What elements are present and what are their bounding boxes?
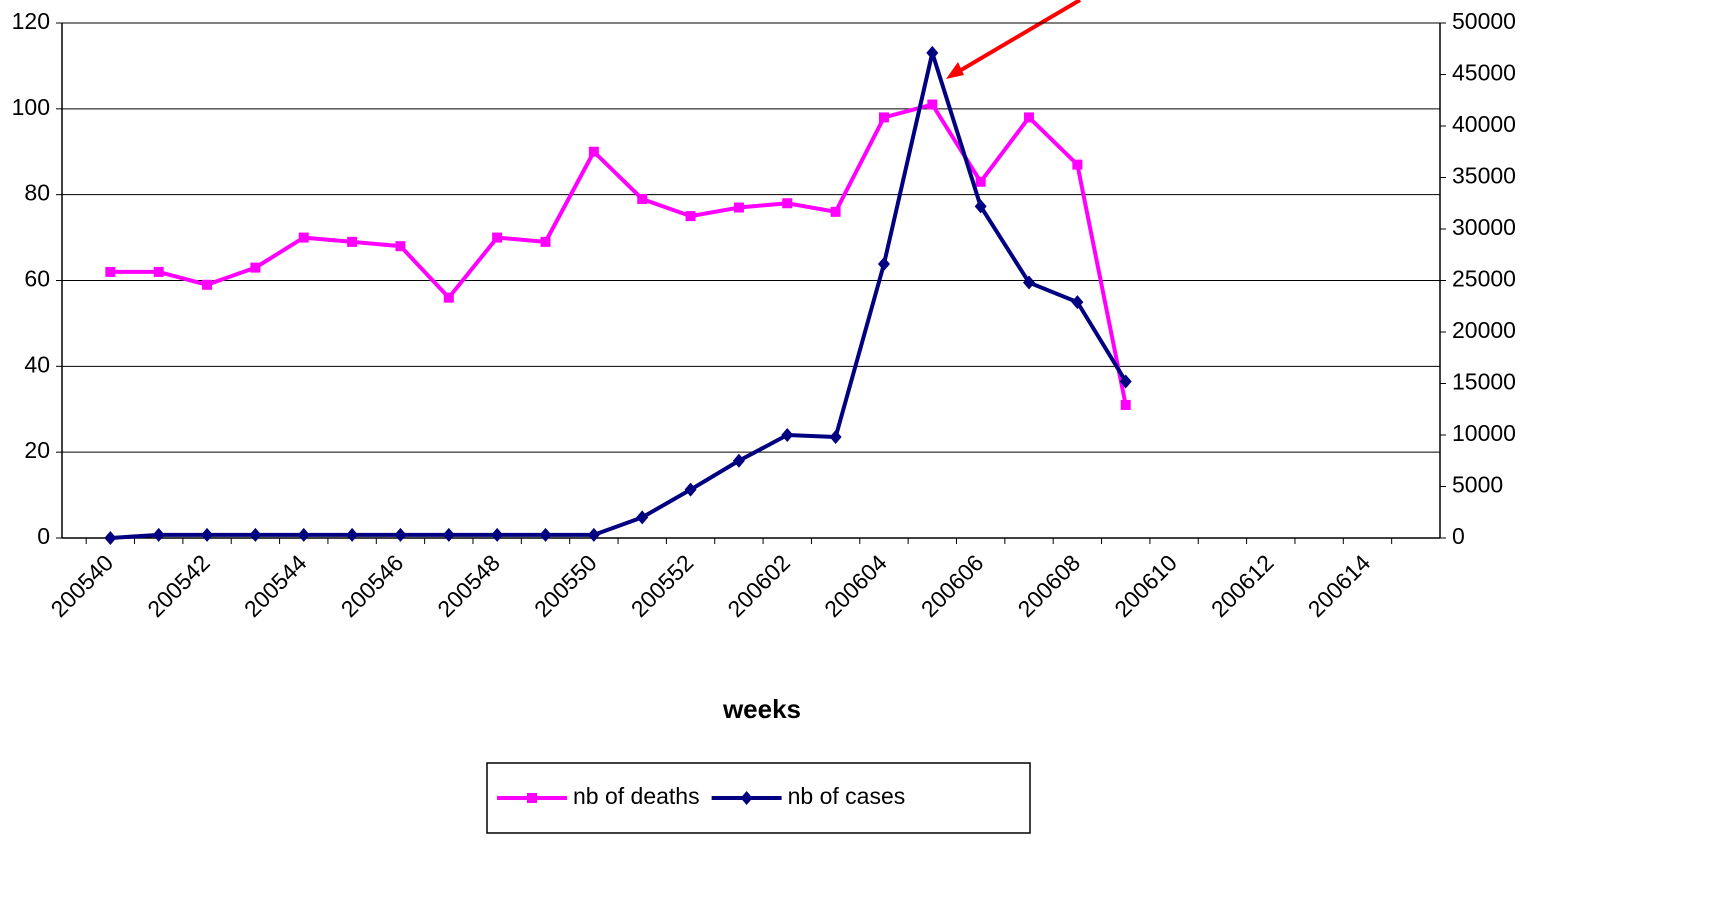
annotation-arrowhead [946, 62, 964, 79]
x-tick-label: 200608 [1013, 549, 1086, 622]
data-point [1023, 275, 1036, 290]
data-point [152, 527, 165, 542]
data-point [104, 531, 117, 545]
data-point [443, 292, 454, 303]
y-tick-label: 0 [37, 523, 50, 549]
y-tick-label: 40 [24, 351, 50, 377]
data-point [540, 236, 551, 247]
annotation-arrow [954, 0, 1082, 75]
y2-tick-label: 45000 [1452, 60, 1516, 86]
x-tick-label: 200546 [336, 549, 409, 622]
data-point [105, 266, 116, 277]
data-point [877, 257, 890, 272]
data-point [394, 527, 407, 542]
legend-marker [527, 793, 537, 803]
x-tick-label: 200540 [46, 549, 119, 622]
data-point [588, 146, 599, 157]
data-point [587, 527, 600, 542]
data-point [637, 193, 648, 204]
y2-tick-label: 15000 [1452, 369, 1516, 395]
y2-tick-label: 30000 [1452, 214, 1516, 240]
x-tick-label: 200612 [1206, 549, 1279, 622]
data-point [1119, 374, 1132, 389]
x-tick-label: 200552 [626, 549, 699, 622]
data-point [927, 99, 938, 110]
x-tick-label: 200548 [432, 549, 505, 622]
data-point [830, 206, 841, 217]
data-point [395, 241, 406, 252]
data-point [878, 112, 889, 123]
y2-tick-label: 35000 [1452, 163, 1516, 189]
y2-tick-label: 25000 [1452, 266, 1516, 292]
data-point [733, 202, 744, 213]
y2-tick-label: 0 [1452, 523, 1465, 549]
legend-label: nb of deaths [573, 783, 700, 809]
series-line [110, 50, 1128, 540]
y-tick-label: 100 [12, 94, 50, 120]
y2-tick-label: 5000 [1452, 472, 1503, 498]
data-point [346, 527, 359, 542]
legend-marker [740, 791, 753, 805]
x-tick-label: 200606 [916, 549, 989, 622]
x-tick-label: 200614 [1303, 549, 1376, 622]
y2-tick-label: 40000 [1452, 111, 1516, 137]
data-point [974, 199, 987, 214]
data-point [829, 430, 842, 445]
y2-tick-label: 10000 [1452, 420, 1516, 446]
x-tick-label: 200542 [142, 549, 215, 622]
data-point [249, 527, 262, 542]
data-point [1071, 295, 1084, 310]
data-point [442, 527, 455, 542]
y2-tick-label: 50000 [1452, 8, 1516, 34]
data-point [202, 279, 213, 290]
data-point [347, 236, 358, 247]
data-point [1120, 399, 1131, 410]
data-point [975, 176, 986, 187]
data-point [297, 527, 310, 542]
data-point [539, 527, 552, 542]
y-tick-label: 20 [24, 437, 50, 463]
data-point [781, 428, 794, 442]
data-point [298, 232, 309, 243]
x-tick-label: 200602 [722, 549, 795, 622]
y-tick-label: 120 [12, 8, 50, 34]
data-point [1072, 159, 1083, 170]
data-point [926, 45, 939, 60]
series-line [110, 102, 1128, 406]
data-point [250, 262, 261, 273]
legend-label: nb of cases [788, 783, 906, 809]
data-point [201, 527, 214, 542]
data-point [491, 527, 504, 542]
data-point [1024, 112, 1035, 123]
x-tick-label: 200604 [819, 549, 892, 622]
data-point [684, 482, 697, 497]
data-point [492, 232, 503, 243]
data-point [153, 266, 164, 277]
y-tick-label: 60 [24, 266, 50, 292]
data-point [685, 211, 696, 222]
x-tick-label: 200544 [239, 549, 312, 622]
x-tick-label: 200610 [1109, 549, 1182, 622]
y2-tick-label: 20000 [1452, 317, 1516, 343]
data-point [782, 198, 793, 209]
data-point [732, 453, 745, 468]
x-axis-label: weeks [722, 694, 801, 724]
x-tick-label: 200550 [529, 549, 602, 622]
data-point [636, 510, 649, 525]
y-tick-label: 80 [24, 180, 50, 206]
